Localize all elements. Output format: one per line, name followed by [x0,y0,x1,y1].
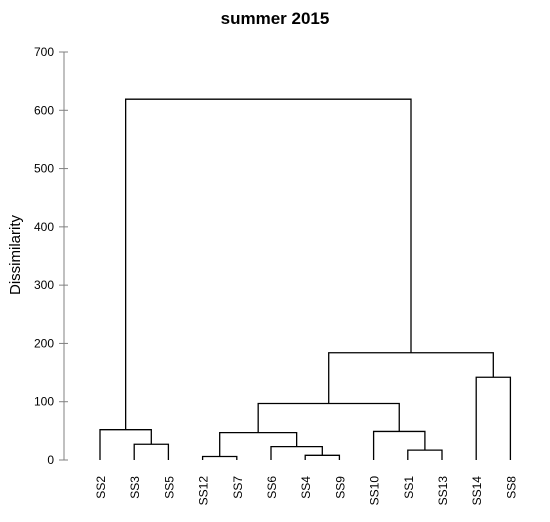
y-axis: 0 100 200 300 400 500 600 700 [34,45,68,467]
dendrogram-link [201,455,238,460]
dendrogram-link [328,352,494,404]
dendrogram-link [257,402,400,433]
y-tick-label: 500 [34,162,54,176]
chart-title: summer 2015 [221,9,330,28]
dendrogram-link [475,376,512,460]
y-axis-title: Dissimilarity [7,215,24,295]
y-tick-label: 100 [34,395,54,409]
leaf-label: SS10 [368,476,382,506]
leaf-label: SS6 [265,476,279,499]
y-tick-label: 200 [34,336,54,350]
leaf-label: SS5 [162,476,176,499]
leaf-label: SS9 [333,476,347,499]
leaf-label: SS14 [470,476,484,506]
leaf-label: SS3 [128,476,142,499]
leaf-label: SS8 [504,476,518,499]
dendrogram-link [407,449,443,460]
leaf-label: SS13 [436,476,450,506]
y-tick-label: 400 [34,220,54,234]
leaf-label: SS7 [231,476,245,499]
dendrogram-link [219,431,298,457]
leaf-label: SS12 [197,476,211,506]
dendrogram-link [125,98,412,430]
dendrogram-link [270,445,323,460]
y-tick-label: 600 [34,103,54,117]
y-tick-label: 0 [47,453,54,467]
dendrogram-links [99,98,512,460]
y-tick-label: 300 [34,278,54,292]
y-tick-label: 700 [34,45,54,59]
dendrogram-link [133,443,170,460]
dendrogram-link [304,454,341,460]
leaf-label: SS4 [299,476,313,499]
leaf-labels: SS2 SS3 SS5 SS12 SS7 SS6 SS4 SS9 SS10 SS1 SS13 SS14… [94,476,518,506]
dendrogram-link [372,430,426,460]
leaf-label: SS2 [94,476,108,499]
leaf-label: SS1 [402,476,416,499]
